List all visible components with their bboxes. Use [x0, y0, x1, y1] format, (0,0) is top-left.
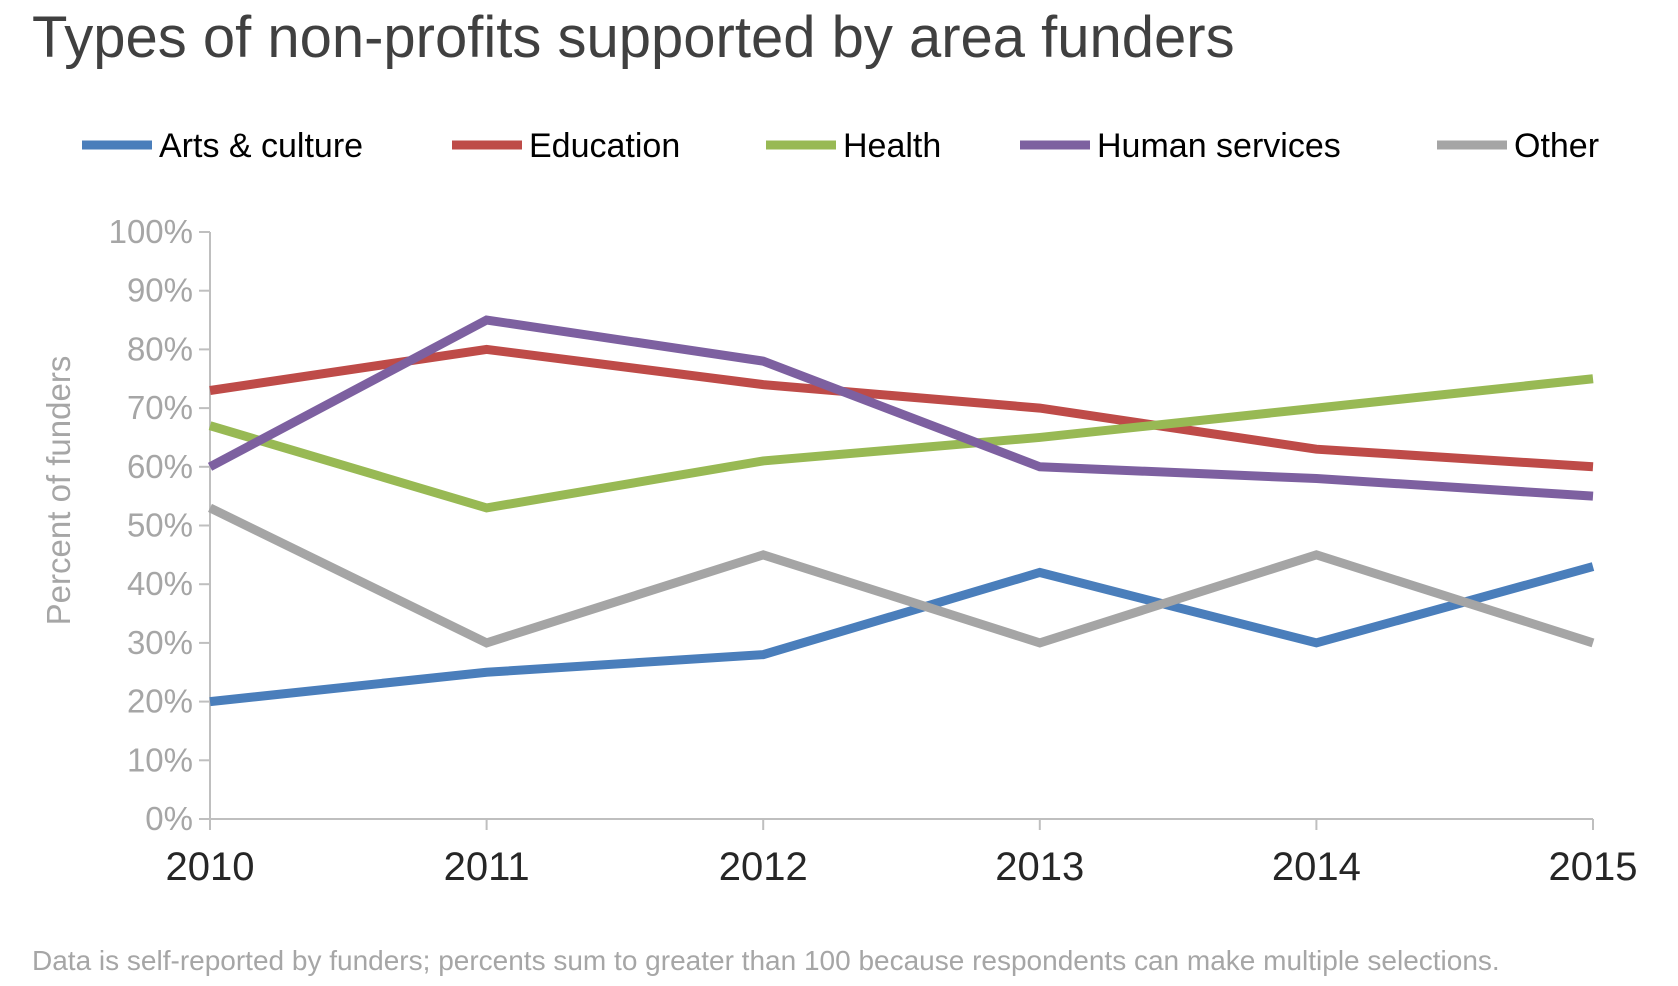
series-line-arts-culture — [209, 562, 1595, 707]
y-tick-label: 0% — [145, 800, 193, 837]
axes: 0% 10% 20% 30% 40% 50% 60% 70% 80% 90% 100% 2010 201… — [40, 213, 1637, 889]
y-tick-label: 70% — [127, 389, 193, 426]
series-line-health — [208, 374, 1594, 513]
series-line-human-services — [207, 315, 1594, 501]
legend-label: Education — [529, 127, 680, 165]
chart-footnote: Data is self-reported by funders; percen… — [32, 945, 1500, 976]
x-tick-label: 2013 — [995, 845, 1084, 889]
x-tick-label: 2010 — [166, 845, 255, 889]
series-line-education — [209, 344, 1594, 472]
y-tick-label: 90% — [127, 272, 193, 309]
legend-label: Arts & culture — [159, 127, 363, 165]
legend-label: Other — [1514, 127, 1599, 165]
y-tick-label: 50% — [127, 507, 193, 544]
series-lines — [207, 315, 1595, 707]
y-tick-label: 60% — [127, 448, 193, 485]
y-tick-label: 100% — [109, 213, 193, 250]
y-tick-label: 40% — [127, 565, 193, 602]
legend: Arts & culture Education Health Human servi… — [82, 127, 1599, 165]
legend-label: Human services — [1097, 127, 1341, 165]
series-line-other — [208, 503, 1595, 648]
y-tick-label: 10% — [127, 741, 193, 778]
chart-title: Types of non-profits supported by area f… — [32, 5, 1235, 70]
y-tick-label: 80% — [127, 330, 193, 367]
x-tick-label: 2015 — [1549, 845, 1638, 889]
y-tick-label: 20% — [127, 683, 193, 720]
x-tick-label: 2011 — [444, 845, 530, 889]
x-tick-label: 2014 — [1272, 845, 1361, 889]
y-axis-title: Percent of funders — [40, 356, 77, 626]
legend-label: Health — [843, 127, 941, 165]
x-tick-label: 2012 — [719, 845, 808, 889]
y-tick-label: 30% — [127, 624, 193, 661]
